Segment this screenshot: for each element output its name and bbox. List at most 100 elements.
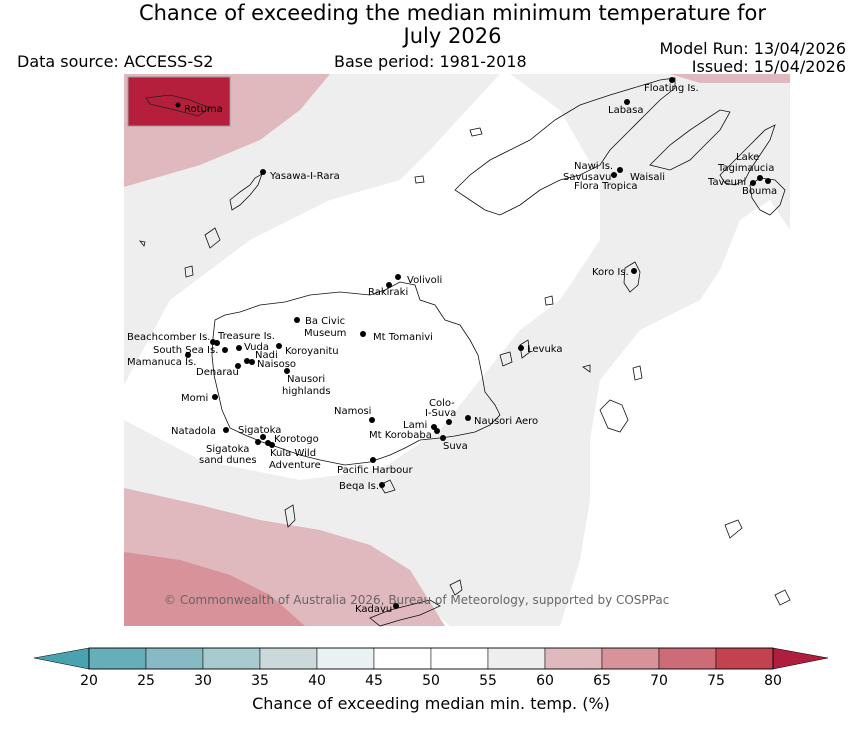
colorbar-tick-50: 50 [422, 673, 440, 689]
colorbar-tick-20: 20 [80, 673, 98, 689]
marker-savusavu [611, 172, 617, 178]
copyright-notice: © Commonwealth of Australia 2026, Bureau… [164, 593, 669, 607]
colorbar-frame [88, 647, 774, 670]
marker-namosi [369, 417, 375, 423]
marker-rakiraki [386, 282, 392, 288]
colorbar-tick-70: 70 [650, 673, 668, 689]
marker-mt-korobaba [434, 428, 440, 434]
label-pacific-harbour: Pacific Harbour [337, 465, 414, 476]
label-kula-wild: Kula Wild [270, 448, 316, 459]
colorbar-cell-35 [259, 647, 318, 670]
marker-natadola [223, 427, 229, 433]
rotuma-dot [175, 102, 181, 108]
label-sigatoka: Sigatoka [238, 425, 281, 436]
colorbar-cell-45 [373, 647, 432, 670]
label-nadi: Nadi [255, 350, 278, 361]
colorbar-cell-65 [601, 647, 660, 670]
colorbar-cell-75 [715, 647, 774, 670]
colorbar: 20 25 30 35 40 45 50 55 60 65 70 75 80 [33, 647, 829, 689]
label-korotogo: Korotogo [274, 434, 319, 445]
data-source: Data source: ACCESS-S2 [17, 52, 214, 71]
place-markers [185, 77, 771, 609]
label-lami: Lami [403, 420, 427, 431]
marker-volivoli [395, 274, 401, 280]
label-yasawa: Yasawa-I-Rara [269, 171, 340, 182]
run-info: Model Run: 13/04/2026 Issued: 15/04/2026 [660, 40, 847, 76]
colorbar-tick-30: 30 [194, 673, 212, 689]
rotuma-label: Rotuma [184, 104, 223, 115]
label-mamanuca: Mamanuca Is. [127, 357, 196, 368]
marker-treasure [214, 340, 220, 346]
label-namosi: Namosi [334, 406, 371, 417]
label-lake: Lake [736, 152, 759, 163]
colorbar-low-arrow [33, 647, 90, 670]
marker-nadi [244, 358, 250, 364]
issued-date: Issued: 15/04/2026 [691, 57, 846, 76]
label-flora-tropica: Flora Tropica [574, 181, 637, 192]
title-line-2: July 2026 [403, 24, 502, 48]
marker-labasa [624, 99, 630, 105]
label-sigatoka-2: Sigatoka [206, 444, 249, 455]
colorbar-cell-70 [658, 647, 717, 670]
label-beqa: Beqa Is. [339, 481, 379, 492]
label-naisoso: Naisoso [257, 359, 296, 370]
place-labels: Floating Is. Labasa Yasawa-I-Rara Nawi I… [127, 83, 777, 615]
marker-tomanivi [360, 331, 366, 337]
colorbar-tick-25: 25 [137, 673, 155, 689]
rotuma-inset [127, 76, 231, 127]
label-volivoli: Volivoli [407, 275, 442, 286]
label-floating-is: Floating Is. [644, 83, 699, 94]
marker-levuka [518, 345, 524, 351]
marker-koroyanitu [276, 343, 282, 349]
label-taveuni: Taveuni [707, 177, 746, 188]
marker-vuda [236, 345, 242, 351]
label-momi: Momi [181, 393, 208, 404]
label-mt-korobaba: Mt Korobaba [369, 430, 432, 441]
label-adventure: Adventure [269, 460, 321, 471]
label-koroyanitu: Koroyanitu [285, 346, 339, 357]
colorbar-cell-60 [544, 647, 603, 670]
label-mt-tomanivi: Mt Tomanivi [373, 332, 433, 343]
marker-pacific-harbour [370, 457, 376, 463]
marker-sigatoka-dunes [255, 439, 261, 445]
marker-nausori-aero [465, 415, 471, 421]
label-waisali: Waisali [630, 172, 665, 183]
rotuma-outline [145, 94, 211, 117]
label-nawi: Nawi Is. [574, 161, 613, 172]
probability-shading [124, 74, 790, 626]
label-kadavu: Kadavu [355, 604, 392, 615]
marker-denarau [235, 363, 241, 369]
marker-yasawa [260, 169, 266, 175]
colorbar-cells [88, 647, 774, 670]
colorbar-tick-65: 65 [593, 673, 611, 689]
label-nausori: Nausori [287, 374, 325, 385]
marker-nawi [617, 167, 623, 173]
label-ba-civic: Ba Civic [305, 316, 345, 327]
colorbar-tick-60: 60 [536, 673, 554, 689]
base-period: Base period: 1981-2018 [334, 52, 527, 71]
marker-nausori-highlands [284, 368, 290, 374]
marker-colo-i-suva [446, 419, 452, 425]
label-levuka: Levuka [527, 344, 563, 355]
marker-mamanuca [185, 352, 191, 358]
title-line-1: Chance of exceeding the median minimum t… [138, 1, 767, 25]
label-colo: Colo- [429, 398, 455, 409]
colorbar-ticks: 20 25 30 35 40 45 50 55 60 65 70 75 80 [80, 673, 782, 689]
model-run: Model Run: 13/04/2026 [659, 39, 847, 58]
colorbar-label: Chance of exceeding median min. temp. (%… [252, 694, 610, 713]
label-treasure: Treasure Is. [217, 331, 275, 342]
label-suva: Suva [443, 441, 468, 452]
label-labasa: Labasa [608, 105, 644, 116]
label-museum: Museum [304, 328, 346, 339]
marker-naisoso [249, 359, 255, 365]
marker-bouma [765, 178, 771, 184]
colorbar-tick-55: 55 [479, 673, 497, 689]
marker-taveuni [750, 180, 756, 186]
label-vuda: Vuda [244, 342, 269, 353]
colorbar-tick-75: 75 [707, 673, 725, 689]
colorbar-tick-45: 45 [365, 673, 383, 689]
colorbar-cell-25 [145, 647, 204, 670]
marker-lake-tagimaucia [757, 175, 763, 181]
marker-sigatoka [260, 434, 266, 440]
chart-title: Chance of exceeding the median minimum t… [0, 2, 862, 48]
